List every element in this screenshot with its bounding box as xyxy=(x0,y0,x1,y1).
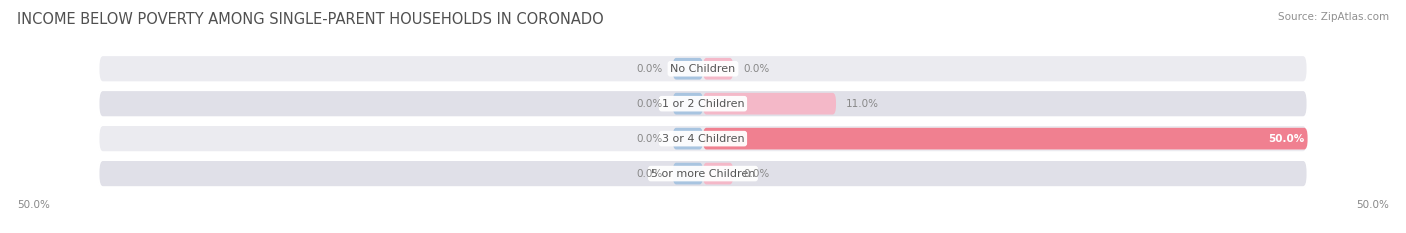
FancyBboxPatch shape xyxy=(703,163,734,185)
FancyBboxPatch shape xyxy=(703,93,837,114)
Text: 0.0%: 0.0% xyxy=(637,134,664,144)
FancyBboxPatch shape xyxy=(98,160,1308,187)
FancyBboxPatch shape xyxy=(703,128,1308,150)
Text: 0.0%: 0.0% xyxy=(637,99,664,109)
FancyBboxPatch shape xyxy=(672,128,703,150)
Text: 0.0%: 0.0% xyxy=(637,169,664,178)
Text: 0.0%: 0.0% xyxy=(742,64,769,74)
FancyBboxPatch shape xyxy=(672,163,703,185)
FancyBboxPatch shape xyxy=(98,90,1308,117)
Text: 3 or 4 Children: 3 or 4 Children xyxy=(662,134,744,144)
Text: 1 or 2 Children: 1 or 2 Children xyxy=(662,99,744,109)
FancyBboxPatch shape xyxy=(703,58,734,79)
FancyBboxPatch shape xyxy=(672,93,703,114)
FancyBboxPatch shape xyxy=(98,125,1308,152)
Text: 0.0%: 0.0% xyxy=(742,169,769,178)
Text: No Children: No Children xyxy=(671,64,735,74)
Text: 5 or more Children: 5 or more Children xyxy=(651,169,755,178)
Text: 0.0%: 0.0% xyxy=(637,64,664,74)
Text: 50.0%: 50.0% xyxy=(17,200,49,210)
FancyBboxPatch shape xyxy=(98,55,1308,82)
Text: INCOME BELOW POVERTY AMONG SINGLE-PARENT HOUSEHOLDS IN CORONADO: INCOME BELOW POVERTY AMONG SINGLE-PARENT… xyxy=(17,12,603,27)
Text: 50.0%: 50.0% xyxy=(1268,134,1303,144)
Text: 11.0%: 11.0% xyxy=(845,99,879,109)
Text: 50.0%: 50.0% xyxy=(1357,200,1389,210)
Text: Source: ZipAtlas.com: Source: ZipAtlas.com xyxy=(1278,12,1389,22)
FancyBboxPatch shape xyxy=(672,58,703,79)
